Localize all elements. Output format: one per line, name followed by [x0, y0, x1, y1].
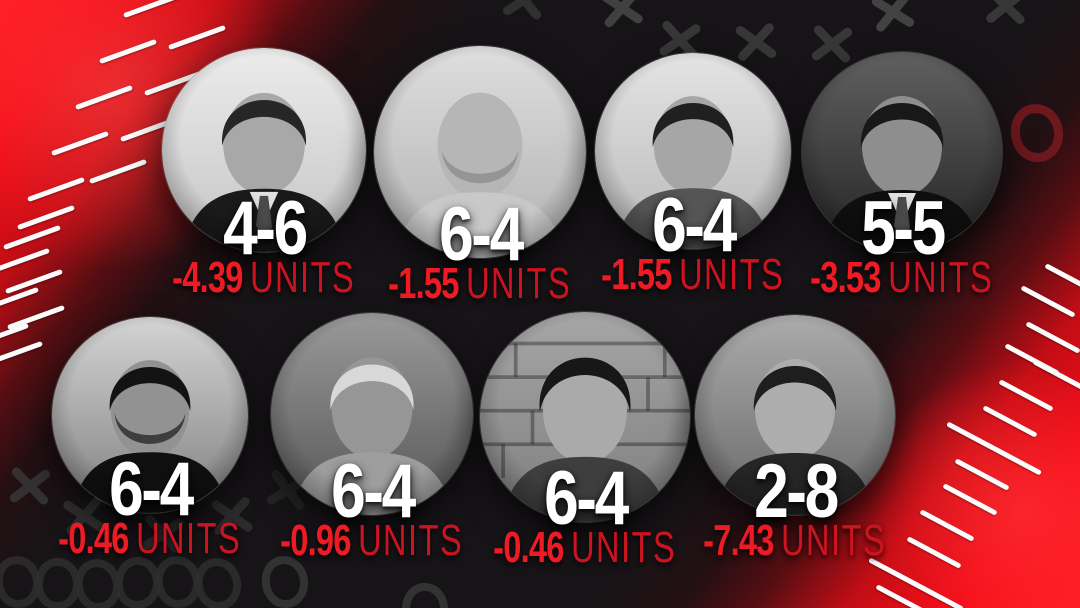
- units-label: UNITS: [888, 252, 994, 302]
- units-label: UNITS: [466, 258, 572, 308]
- hash-mark: [919, 509, 975, 542]
- units-value: -0.46: [58, 513, 130, 563]
- expert-card: 2-8 -7.43 UNITS: [683, 315, 907, 563]
- o-mark: [191, 555, 245, 608]
- hash-mark: [906, 536, 962, 569]
- units-label: UNITS: [250, 252, 356, 302]
- units-label: UNITS: [358, 515, 464, 565]
- hash-mark: [98, 38, 158, 65]
- hash-mark: [1020, 285, 1076, 318]
- units-text: -0.46 UNITS: [493, 522, 677, 572]
- units-value: -0.46: [493, 522, 565, 572]
- hash-mark: [167, 24, 227, 51]
- hash-mark: [1025, 321, 1080, 354]
- hash-mark: [982, 405, 1038, 438]
- units-label: UNITS: [781, 515, 887, 565]
- units-text: -4.39 UNITS: [172, 252, 356, 302]
- units-value: -0.96: [280, 515, 352, 565]
- units-text: -0.46 UNITS: [58, 513, 242, 563]
- hash-mark: [16, 204, 76, 231]
- hash-mark: [74, 84, 134, 111]
- expert-card: 6-4 -0.46 UNITS: [38, 317, 262, 561]
- expert-card: 6-4 -1.55 UNITS: [581, 53, 805, 297]
- units-label: UNITS: [571, 522, 677, 572]
- hash-mark: [88, 158, 148, 185]
- expert-card: 5-5 -3.53 UNITS: [790, 52, 1014, 300]
- hash-mark: [0, 322, 30, 349]
- units-text: -0.96 UNITS: [280, 515, 464, 565]
- units-label: UNITS: [136, 513, 242, 563]
- units-value: -1.55: [601, 249, 673, 299]
- units-text: -1.55 UNITS: [388, 258, 572, 308]
- hash-mark: [1044, 263, 1080, 296]
- expert-card: 4-6 -4.39 UNITS: [152, 48, 376, 300]
- units-value: -4.39: [172, 252, 244, 302]
- yard-line: [868, 557, 964, 608]
- x-mark: [499, 0, 550, 25]
- hash-mark: [998, 379, 1054, 412]
- x-mark: [868, 0, 918, 37]
- units-value: -1.55: [388, 258, 460, 308]
- x-mark: [598, 0, 646, 32]
- units-text: -3.53 UNITS: [810, 252, 994, 302]
- hash-mark: [0, 247, 51, 274]
- o-mark: [1008, 101, 1066, 165]
- units-text: -1.55 UNITS: [601, 249, 785, 299]
- o-mark: [399, 580, 451, 608]
- units-text: -7.43 UNITS: [703, 515, 887, 565]
- hash-mark: [50, 130, 110, 157]
- expert-card: 6-4 -1.55 UNITS: [368, 46, 592, 306]
- x-mark: [983, 0, 1030, 29]
- units-value: -3.53: [810, 252, 882, 302]
- expert-card: 6-4 -0.46 UNITS: [473, 312, 697, 570]
- units-label: UNITS: [679, 249, 785, 299]
- expert-card: 6-4 -0.96 UNITS: [260, 313, 484, 563]
- hash-mark: [26, 176, 86, 203]
- hash-mark: [1032, 359, 1080, 392]
- hash-mark: [942, 483, 998, 516]
- hash-mark: [2, 224, 62, 251]
- hash-mark: [954, 458, 1010, 491]
- units-value: -7.43: [703, 515, 775, 565]
- hash-mark: [0, 340, 44, 367]
- hash-mark: [122, 0, 182, 19]
